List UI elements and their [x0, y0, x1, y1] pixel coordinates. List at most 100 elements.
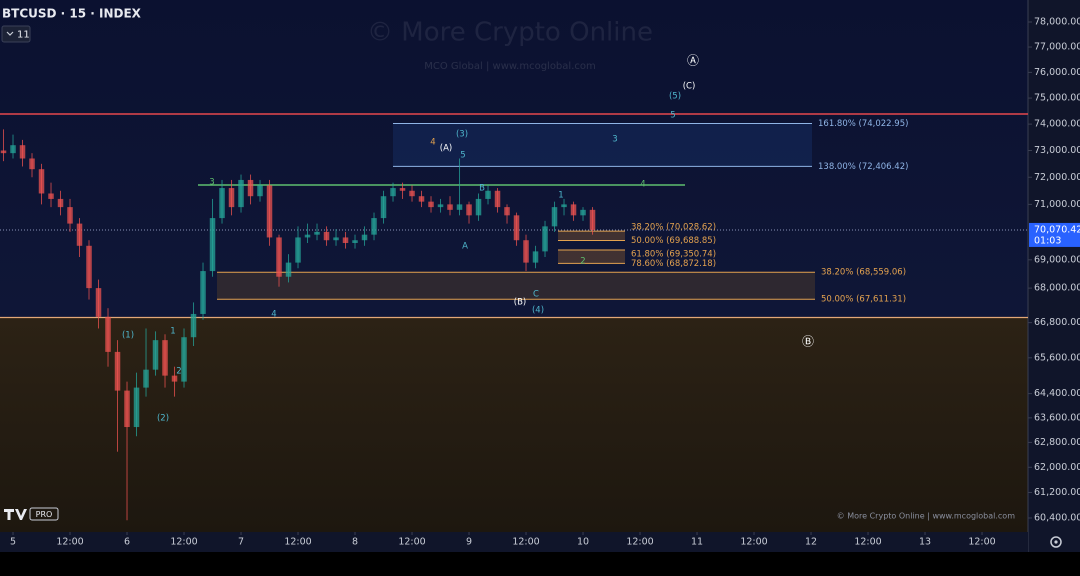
y-tick-label: 60,400.00: [1034, 512, 1080, 523]
candle-body: [323, 231, 330, 241]
candle-body: [10, 145, 16, 154]
y-tick-label: 74,000.00: [1034, 119, 1080, 130]
wave-label: (2): [157, 414, 169, 424]
wave-label: (1): [122, 331, 134, 341]
candle-body: [276, 237, 282, 277]
candle-body: [333, 237, 339, 241]
lower-background: [0, 317, 1028, 532]
candle-body: [57, 198, 64, 208]
candle-body: [532, 251, 539, 263]
logo-mark: [4, 509, 27, 520]
fib-label: 78.60% (68,872.18): [631, 259, 716, 269]
fib-label: 50.00% (69,688.85): [631, 236, 716, 246]
candle-body: [162, 340, 168, 376]
candle-body: [504, 207, 510, 216]
candle-body: [67, 207, 73, 224]
wave-label: 3: [209, 178, 214, 188]
wave-label: (A): [440, 144, 452, 154]
wave-label: (B): [514, 298, 526, 308]
candle-body: [342, 237, 349, 244]
candle-body: [447, 204, 453, 210]
countdown-label: 01:03: [1034, 235, 1061, 246]
y-tick-label: 76,000.00: [1034, 67, 1080, 78]
candle-body: [314, 231, 320, 235]
y-tick-label: 78,000.00: [1034, 17, 1080, 28]
candle-body: [561, 204, 567, 208]
wave-label: 4: [271, 310, 276, 320]
candle-body: [409, 190, 415, 197]
fib-zone: [217, 272, 815, 300]
fib-label: 61.80% (69,350.74): [631, 249, 716, 259]
candle-body: [228, 188, 235, 208]
settings-icon-center: [1054, 540, 1058, 544]
x-tick-label: 12:00: [56, 537, 83, 548]
candle-body: [190, 313, 197, 338]
y-tick-label: 65,600.00: [1034, 352, 1080, 363]
candle-body: [171, 375, 178, 382]
y-tick-label: 68,000.00: [1034, 283, 1080, 294]
wave-label: (3): [456, 130, 468, 140]
fib-zone: [558, 249, 625, 264]
logo-badge-text: PRO: [36, 510, 53, 519]
candle-body: [485, 190, 491, 199]
watermark: © More Crypto Online: [367, 18, 653, 48]
y-tick-label: 75,000.00: [1034, 93, 1080, 104]
price-axis-panel: [1028, 0, 1080, 552]
wave-label: (C): [683, 82, 696, 92]
candle-body: [428, 201, 434, 208]
candle-body: [48, 193, 54, 199]
x-tick-label: 12:00: [512, 537, 539, 548]
candle-body: [580, 209, 586, 216]
logo-badge: [29, 507, 59, 521]
candle-body: [542, 226, 548, 252]
x-tick-label: 8: [352, 537, 358, 548]
wave-label: 2: [580, 257, 585, 267]
fib-label: 161.80% (74,022.95): [818, 119, 908, 129]
candle-body: [513, 215, 520, 241]
candle-body: [124, 390, 130, 428]
candle-body: [456, 204, 463, 210]
candle-body: [399, 188, 406, 191]
settings-icon[interactable]: [1050, 536, 1062, 548]
candle-body: [418, 196, 425, 202]
y-tick-label: 77,000.00: [1034, 42, 1080, 53]
wave-label: (4): [532, 306, 544, 316]
candle-body: [0, 150, 7, 154]
candle-body: [152, 340, 159, 370]
x-tick-label: 12:00: [626, 537, 653, 548]
x-tick-label: 12: [805, 537, 817, 548]
wave-label: B: [479, 184, 485, 194]
x-tick-label: 12:00: [968, 537, 995, 548]
y-tick-label: 62,800.00: [1034, 437, 1080, 448]
footer-credit: © More Crypto Online | www.mcoglobal.com: [837, 512, 1016, 521]
interval-badge[interactable]: [1, 25, 31, 43]
x-tick-label: 7: [238, 537, 244, 548]
y-tick-label: 62,000.00: [1034, 462, 1080, 473]
y-tick-label: 66,800.00: [1034, 317, 1080, 328]
wave-label: 5: [460, 151, 465, 161]
candle-body: [133, 387, 140, 428]
fib-zone: [558, 231, 625, 241]
y-tick-label: 63,600.00: [1034, 412, 1080, 423]
wave-label: A: [462, 242, 468, 252]
x-tick-label: 12:00: [740, 537, 767, 548]
candle-body: [570, 204, 577, 216]
candle-body: [437, 204, 444, 208]
candle-body: [475, 198, 482, 216]
candle-body: [494, 190, 501, 208]
x-tick-label: 12:00: [398, 537, 425, 548]
y-tick-label: 69,000.00: [1034, 254, 1080, 265]
candle-body: [219, 188, 225, 219]
candle-body: [285, 262, 292, 277]
watermark-sub: MCO Global | www.mcoglobal.com: [424, 61, 595, 72]
y-tick-label: 64,400.00: [1034, 388, 1080, 399]
candle-body: [86, 245, 92, 289]
wave-label: 1: [170, 327, 175, 337]
candle-body: [238, 179, 244, 208]
candle-body: [352, 240, 358, 244]
chart-title: BTCUSD · 15 · INDEX: [2, 7, 142, 21]
wave-label: Ⓑ: [802, 335, 814, 349]
labels: 161.80% (74,022.95) 138.00% (72,406.42) 38…: [122, 54, 908, 424]
y-tick-label: 72,000.00: [1034, 172, 1080, 183]
